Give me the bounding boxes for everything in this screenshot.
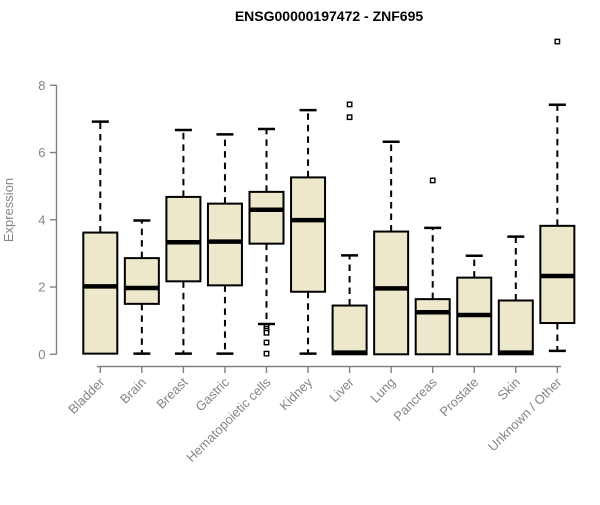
iqr-box [373,230,410,356]
y-tick-label: 4 [38,212,45,227]
iqr-box [290,176,327,293]
iqr-box [248,190,285,245]
box-breast [165,128,202,355]
x-tick-label-prostate: Prostate [437,375,482,420]
x-tick-label-skin: Skin [494,375,522,403]
outlier-point [346,114,353,121]
x-tick-label-gastric: Gastric [192,374,232,414]
iqr-box [206,202,243,287]
box-unknown-other [539,38,576,353]
y-tick-label: 0 [38,347,45,362]
chart-title: ENSG00000197472 - ZNF695 [235,8,424,24]
y-tick-label: 8 [38,78,45,93]
x-tick-label-breast: Breast [153,374,190,411]
box-bladder [82,120,119,355]
iqr-box [497,299,534,356]
box-gastric [206,133,243,355]
iqr-box [123,257,160,305]
box-liver [331,101,368,356]
x-tick-label-unknown-other: Unknown / Other [485,374,565,454]
outlier-point [263,350,270,357]
box-lung [373,140,410,356]
outlier-point [263,329,270,336]
box-hematopoietic-cells [248,127,285,357]
outlier-point [346,101,353,108]
x-tick-label-brain: Brain [117,375,149,407]
box-skin [497,235,534,356]
y-tick-label: 6 [38,145,45,160]
box-pancreas [414,177,451,356]
outlier-point [554,38,561,45]
box-kidney [290,108,327,355]
y-tick-label: 2 [38,280,45,295]
box-prostate [456,254,493,356]
y-axis-label: Expression [1,178,16,242]
x-tick-label-lung: Lung [367,375,398,406]
outlier-point [263,339,270,346]
x-tick-label-bladder: Bladder [65,374,108,417]
iqr-box [331,304,368,356]
iqr-box [165,195,202,283]
x-tick-label-kidney: Kidney [276,374,315,413]
iqr-box [414,298,451,356]
box-brain [123,219,160,355]
x-tick-label-pancreas: Pancreas [390,374,440,424]
iqr-box [82,231,119,355]
x-tick-label-liver: Liver [326,374,357,405]
outlier-point [429,177,436,184]
